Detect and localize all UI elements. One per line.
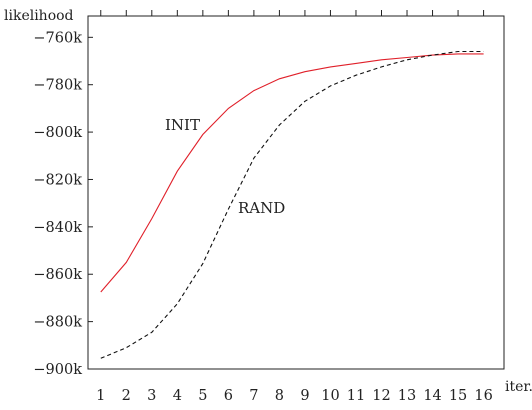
- series-lines: [100, 50, 484, 359]
- y-tick-label: −880k: [33, 315, 82, 331]
- y-tick-label: −760k: [33, 30, 82, 46]
- series-label-init: INIT: [165, 116, 200, 134]
- y-tick-label: −860k: [33, 267, 82, 283]
- x-tick-label: 9: [300, 388, 309, 404]
- y-axis-tick-labels: −760k −780k −800k −820k −840k −860k −880k −900k: [33, 30, 82, 378]
- x-tick-label: 3: [147, 388, 156, 404]
- x-tick-label: 13: [398, 388, 416, 404]
- y-tick-label: −780k: [33, 78, 82, 94]
- y-tick-label: −820k: [33, 172, 82, 188]
- x-tick-label: 14: [423, 388, 441, 404]
- x-tick-label: 2: [122, 388, 131, 404]
- x-tick-label: 11: [347, 388, 365, 404]
- y-tick-label: −840k: [33, 220, 82, 236]
- y-tick-label: −900k: [33, 362, 82, 378]
- plot-frame: [87, 15, 505, 370]
- y-axis-title: likelihood: [4, 8, 74, 24]
- series-line-rand: [100, 50, 484, 359]
- x-tick-label: 8: [275, 388, 284, 404]
- x-tick-label: 1: [96, 388, 105, 404]
- x-tick-label: 7: [249, 388, 258, 404]
- x-tick-label: 5: [198, 388, 207, 404]
- x-axis-title: iter.: [505, 379, 532, 395]
- series-label-rand: RAND: [238, 199, 285, 217]
- x-tick-label: 16: [474, 388, 492, 404]
- y-axis-ticks: [88, 36, 93, 370]
- x-tick-label: 12: [372, 388, 390, 404]
- x-tick-label: 6: [224, 388, 233, 404]
- x-tick-label: 4: [173, 388, 182, 404]
- x-tick-label: 10: [321, 388, 339, 404]
- y-tick-label: −800k: [33, 125, 82, 141]
- x-tick-label: 15: [449, 388, 467, 404]
- top-axis-ticks: [100, 10, 485, 16]
- x-axis-tick-labels: 1 2 3 4 5 6 7 8 9 10 11 12 13 14 15 16: [96, 388, 493, 404]
- series-line-init: [100, 53, 484, 293]
